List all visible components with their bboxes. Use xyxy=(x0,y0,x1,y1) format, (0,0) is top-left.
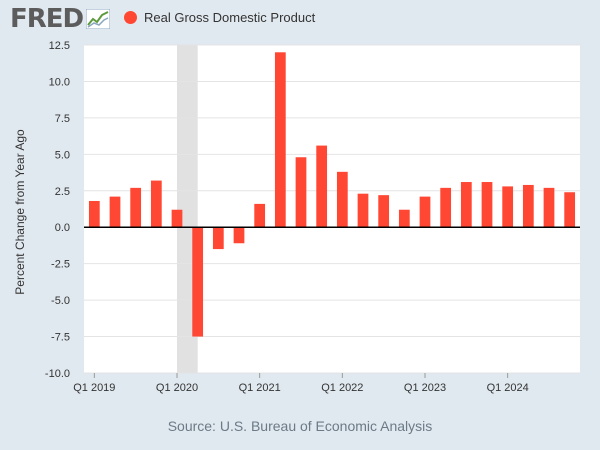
bar-q3-2022 xyxy=(378,195,390,228)
bar-q4-2020 xyxy=(233,227,245,244)
bar-q2-2023 xyxy=(440,187,452,228)
y-tick-label: 12.5 xyxy=(49,40,70,52)
chart-line-icon xyxy=(86,9,111,29)
bar-q4-2022 xyxy=(398,209,410,228)
bar-q4-2023 xyxy=(481,182,493,228)
x-tick-label: Q1 2019 xyxy=(73,382,115,394)
y-tick-label: -7.5 xyxy=(51,332,70,344)
y-tick-label: 0.0 xyxy=(55,222,70,234)
bar-q1-2020 xyxy=(171,209,183,228)
bar-q3-2023 xyxy=(460,182,472,228)
x-tick-label: Q1 2022 xyxy=(321,382,363,394)
y-tick-label: 5.0 xyxy=(55,149,70,161)
bar-q2-2020 xyxy=(192,227,204,337)
bar-q3-2024 xyxy=(543,187,555,228)
x-tick-label: Q1 2020 xyxy=(156,382,198,394)
bar-q1-2023 xyxy=(419,196,431,228)
bar-q2-2021 xyxy=(274,52,286,228)
plot-area xyxy=(84,45,580,373)
chart-legend: Real Gross Domestic Product xyxy=(124,10,315,25)
bar-q1-2019 xyxy=(88,200,100,228)
y-tick-label: 7.5 xyxy=(55,113,70,125)
bar-q1-2022 xyxy=(336,171,348,228)
bar-q4-2019 xyxy=(150,180,162,228)
y-tick-label: -2.5 xyxy=(51,259,70,271)
source-note: Source: U.S. Bureau of Economic Analysis xyxy=(167,418,433,434)
bar-q1-2021 xyxy=(254,203,266,228)
y-tick-label: 10.0 xyxy=(49,76,70,88)
bar-q2-2019 xyxy=(109,196,121,228)
bar-q1-2024 xyxy=(502,186,514,228)
bar-q2-2024 xyxy=(522,184,534,228)
y-axis-title: Percent Change from Year Ago xyxy=(13,129,27,295)
bar-q3-2020 xyxy=(212,227,224,250)
bar-q2-2022 xyxy=(357,193,369,228)
x-tick-label: Q1 2021 xyxy=(239,382,281,394)
y-tick-label: 2.5 xyxy=(55,186,70,198)
x-tick-label: Q1 2024 xyxy=(487,382,529,394)
legend-marker xyxy=(124,11,137,24)
bar-q3-2019 xyxy=(130,187,142,228)
y-tick-label: -5.0 xyxy=(51,295,70,307)
fred-logo-text: FRED xyxy=(10,4,84,34)
y-tick-label: -10.0 xyxy=(45,368,70,380)
fred-logo[interactable]: FRED xyxy=(10,4,111,34)
x-tick-label: Q1 2023 xyxy=(404,382,446,394)
bar-q4-2021 xyxy=(316,145,328,228)
legend-label: Real Gross Domestic Product xyxy=(144,10,316,25)
bar-q3-2021 xyxy=(295,157,307,228)
bar-q4-2024 xyxy=(564,192,576,228)
